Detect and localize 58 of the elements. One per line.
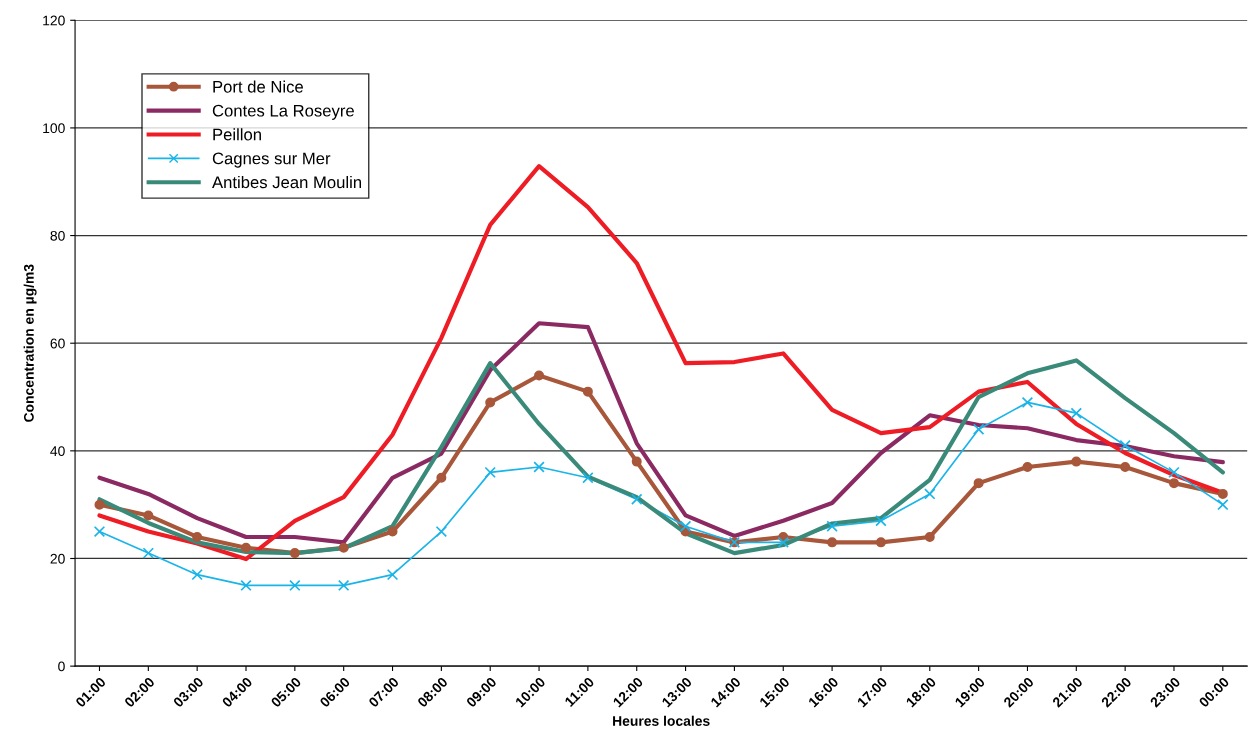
point bbox=[338, 542, 349, 553]
point bbox=[1120, 461, 1131, 472]
point bbox=[192, 531, 203, 542]
point bbox=[827, 537, 838, 548]
point bbox=[1071, 456, 1082, 467]
point bbox=[289, 579, 301, 592]
point bbox=[1168, 478, 1179, 489]
point bbox=[924, 531, 935, 542]
legend-label: Peillon bbox=[213, 128, 261, 141]
point bbox=[142, 547, 155, 559]
point bbox=[289, 548, 300, 559]
point bbox=[1022, 461, 1033, 472]
point bbox=[631, 493, 643, 505]
y-tick-label: 100 bbox=[43, 123, 65, 134]
point bbox=[1119, 439, 1131, 452]
point bbox=[484, 466, 496, 479]
point bbox=[582, 386, 593, 397]
point bbox=[1217, 488, 1228, 499]
point bbox=[875, 537, 886, 548]
point bbox=[1070, 407, 1082, 419]
point bbox=[1217, 498, 1229, 511]
point bbox=[973, 478, 984, 489]
y-tick-label: 0 bbox=[58, 661, 65, 672]
point bbox=[534, 370, 545, 381]
point bbox=[631, 456, 642, 467]
point bbox=[826, 520, 838, 532]
point bbox=[93, 525, 106, 538]
point bbox=[143, 510, 154, 521]
point bbox=[924, 488, 936, 500]
y-tick-label: 20 bbox=[50, 553, 65, 564]
y-axis-title: Concentration en µg/m3 bbox=[23, 264, 37, 422]
x-axis-title: Heures locales bbox=[613, 715, 710, 726]
point bbox=[191, 568, 203, 581]
point bbox=[679, 520, 692, 532]
y-tick-label: 120 bbox=[43, 15, 65, 26]
point bbox=[240, 579, 252, 592]
point bbox=[387, 526, 398, 537]
point bbox=[533, 461, 545, 473]
point bbox=[337, 579, 350, 592]
legend-label: Port de Nice bbox=[213, 80, 303, 93]
point bbox=[386, 568, 399, 581]
legend-label: Antibes Jean Moulin bbox=[212, 175, 362, 189]
point bbox=[582, 472, 594, 484]
point bbox=[94, 499, 105, 510]
point bbox=[1168, 466, 1180, 479]
point bbox=[241, 542, 252, 553]
point bbox=[1021, 396, 1034, 409]
y-tick-label: 60 bbox=[50, 338, 65, 349]
point bbox=[777, 536, 789, 549]
point bbox=[485, 397, 496, 408]
legend-label: Contes La Roseyre bbox=[212, 104, 354, 120]
legend-label: Cagnes sur Mer bbox=[212, 152, 331, 168]
y-tick-label: 80 bbox=[50, 230, 65, 241]
point bbox=[972, 423, 985, 436]
point bbox=[875, 515, 887, 527]
point bbox=[435, 525, 448, 538]
point bbox=[436, 472, 447, 483]
y-tick-label: 40 bbox=[50, 446, 65, 457]
